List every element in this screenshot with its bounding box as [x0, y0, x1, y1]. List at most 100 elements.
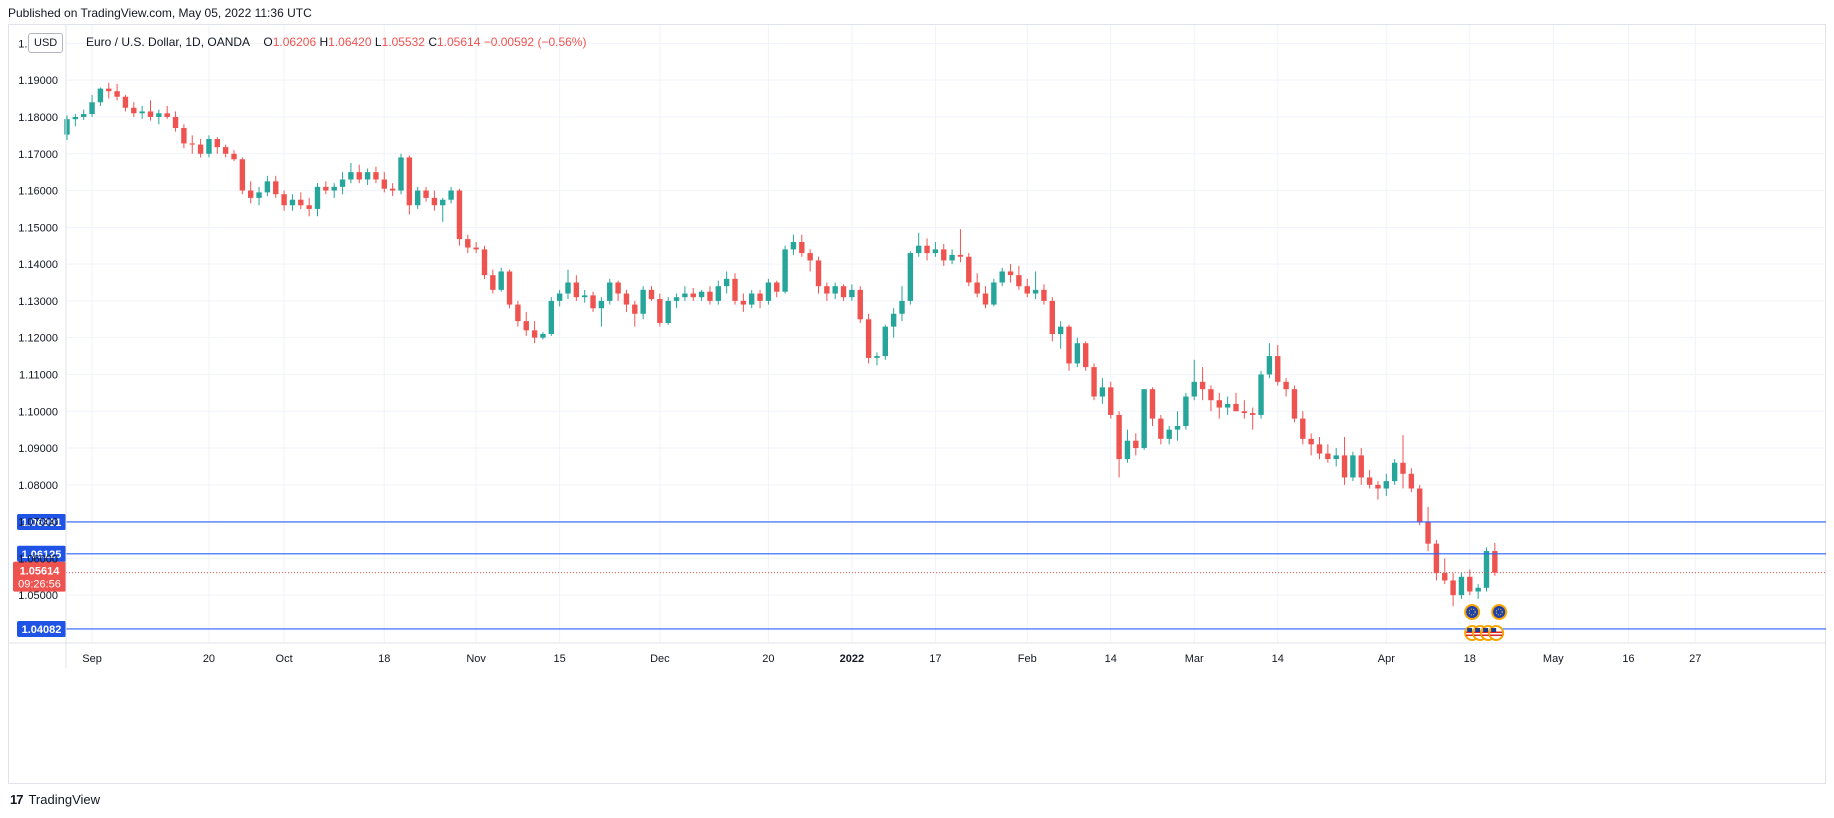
candle — [1133, 433, 1139, 456]
candle-body — [515, 304, 521, 322]
candle-body — [916, 245, 922, 254]
us-flag-canton — [1475, 628, 1481, 632]
candle-body — [531, 330, 538, 338]
currency-selector[interactable]: USD — [28, 33, 64, 53]
candle-body — [991, 282, 997, 305]
candle — [707, 286, 713, 305]
candle — [832, 282, 838, 300]
legend-high: 1.06420 — [328, 35, 372, 49]
candle-body — [782, 249, 788, 292]
candle — [1099, 378, 1106, 404]
candle-body — [97, 88, 104, 103]
candle-body — [1417, 488, 1423, 522]
candle-body — [548, 300, 554, 334]
x-tick-label: Mar — [1185, 653, 1204, 665]
candle — [1425, 506, 1431, 552]
candle-body — [1124, 440, 1131, 460]
candle — [1124, 429, 1131, 463]
candle-body — [1492, 551, 1498, 573]
candle-body — [1032, 289, 1039, 294]
candle — [389, 183, 396, 197]
us-flag-stripe — [1474, 634, 1487, 636]
candle — [1366, 470, 1373, 489]
candle-body — [473, 247, 479, 250]
candle — [222, 144, 229, 158]
candle-body — [632, 304, 638, 314]
candle-body — [1216, 400, 1222, 408]
candle — [264, 175, 271, 197]
candle-body — [565, 282, 571, 294]
candle-body — [1233, 403, 1239, 412]
price-level-tag — [17, 620, 66, 637]
candle-body — [1091, 367, 1097, 397]
candle — [982, 286, 989, 309]
candle — [1408, 468, 1415, 493]
candle — [1158, 414, 1164, 445]
last-price-label: 1.05614 — [20, 566, 61, 578]
candle — [657, 293, 663, 327]
us-flag-stripe — [1482, 634, 1495, 636]
candle — [1199, 367, 1206, 401]
candle-body — [373, 172, 379, 180]
candle — [1024, 278, 1030, 298]
candle-body — [1241, 411, 1248, 414]
candle — [1258, 370, 1264, 419]
candle-body — [1208, 389, 1214, 401]
candle — [1116, 411, 1122, 478]
candle-body — [1275, 356, 1281, 382]
candle — [924, 238, 930, 261]
x-tick-label: Nov — [466, 653, 486, 665]
candle-body — [540, 334, 546, 338]
events-layer — [1464, 604, 1508, 641]
candle — [406, 155, 413, 215]
candle — [648, 286, 655, 301]
candle — [1049, 297, 1055, 342]
candle-body — [932, 249, 939, 254]
candle — [799, 234, 805, 257]
candle — [1241, 400, 1248, 419]
candle — [1224, 396, 1231, 415]
y-tick-label: 1.16000 — [18, 186, 58, 198]
candle-body — [189, 143, 195, 145]
candle — [1041, 284, 1047, 305]
candle-body — [1408, 473, 1415, 489]
candle-body — [1174, 425, 1181, 430]
us-flag-stripe — [1482, 631, 1495, 633]
candle-body — [1141, 389, 1147, 449]
candle — [1141, 389, 1147, 450]
candle-body — [1308, 438, 1314, 445]
candle — [231, 150, 237, 162]
x-tick-label: 18 — [1464, 653, 1476, 665]
candle — [623, 289, 630, 312]
candle — [1300, 411, 1306, 445]
candle — [907, 251, 914, 305]
candle-body — [840, 286, 847, 298]
candle-body — [389, 188, 396, 191]
candle — [531, 321, 538, 344]
candle — [1216, 392, 1222, 419]
chart-legend: Euro / U.S. Dollar, 1D, OANDA O1.06206 H… — [86, 35, 586, 49]
candle-body — [732, 278, 738, 301]
x-tick-label: 18 — [378, 653, 390, 665]
candle-body — [1266, 356, 1273, 375]
x-tick-label: Apr — [1378, 653, 1395, 665]
candle-body — [1083, 343, 1089, 368]
footer-branding[interactable]: 17 TradingView — [10, 792, 100, 807]
candle-body — [1475, 587, 1481, 592]
candle — [114, 83, 120, 101]
us-flag-stripe — [1466, 631, 1479, 633]
candle-body — [1074, 343, 1081, 364]
candle — [248, 181, 254, 204]
candle — [1166, 425, 1172, 445]
candle-body — [698, 291, 705, 298]
candle-body — [398, 157, 404, 191]
candle — [139, 105, 145, 119]
legend-symbol[interactable]: Euro / U.S. Dollar, 1D, OANDA — [86, 35, 251, 49]
y-tick-label: 1.15000 — [18, 222, 58, 234]
candle-body — [1133, 440, 1139, 449]
candle-body — [239, 159, 246, 191]
y-tick-label: 1.12000 — [18, 333, 58, 345]
candle — [598, 297, 605, 327]
candle — [431, 190, 438, 211]
